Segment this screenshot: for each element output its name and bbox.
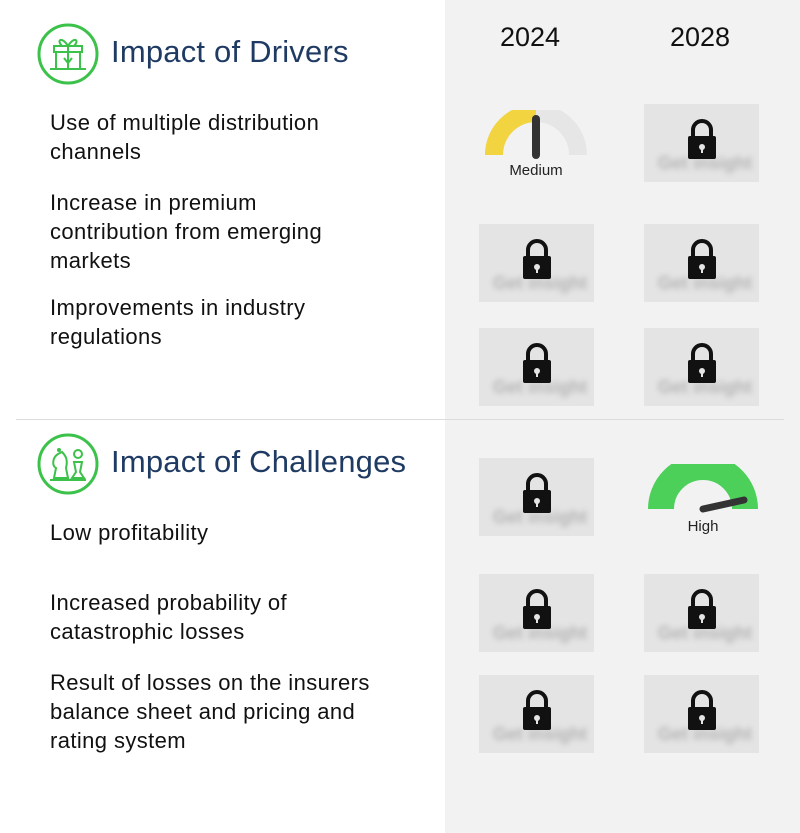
lock-icon [522, 690, 551, 730]
lock-icon [522, 343, 551, 383]
high-impact-gauge: High [648, 454, 758, 544]
section-divider [16, 419, 784, 420]
year-header-2028: 2028 [669, 22, 731, 52]
gift-box-icon [36, 22, 100, 86]
driver-label-3: Improvements in industry regulations [50, 295, 306, 349]
challenge-label-1: Low profitability [50, 520, 209, 545]
locked-impact-cell[interactable]: Get insight [479, 458, 594, 536]
lock-icon [687, 239, 716, 279]
driver-label-2: Increase in premium contribution from em… [50, 190, 323, 273]
medium-impact-gauge: Medium [481, 104, 591, 190]
lock-icon [687, 690, 716, 730]
lock-icon [522, 473, 551, 513]
locked-impact-cell[interactable]: Get insight [479, 328, 594, 406]
lock-icon [522, 239, 551, 279]
challenge-label-2: Increased probability of catastrophic lo… [50, 590, 288, 644]
driver-label-1: Use of multiple distribution channels [50, 110, 320, 164]
locked-impact-cell[interactable]: Get insight [644, 675, 759, 753]
lock-icon [687, 119, 716, 159]
locked-impact-cell[interactable]: Get insight [644, 104, 759, 182]
high-impact-label: High [687, 518, 719, 535]
locked-impact-cell[interactable]: Get insight [644, 224, 759, 302]
lock-icon [687, 343, 716, 383]
locked-impact-cell[interactable]: Get insight [644, 574, 759, 652]
locked-impact-cell[interactable]: Get insight [479, 574, 594, 652]
drivers-section-title: Impact of Drivers [111, 34, 349, 69]
lock-icon [687, 589, 716, 629]
chess-icon [36, 432, 100, 496]
challenge-label-3: Result of losses on the insurers balance… [50, 670, 370, 753]
year-header-2024: 2024 [499, 22, 561, 52]
medium-impact-label: Medium [509, 162, 563, 179]
challenges-section-title: Impact of Challenges [111, 444, 407, 479]
locked-impact-cell[interactable]: Get insight [644, 328, 759, 406]
locked-impact-cell[interactable]: Get insight [479, 224, 594, 302]
lock-icon [522, 589, 551, 629]
locked-impact-cell[interactable]: Get insight [479, 675, 594, 753]
